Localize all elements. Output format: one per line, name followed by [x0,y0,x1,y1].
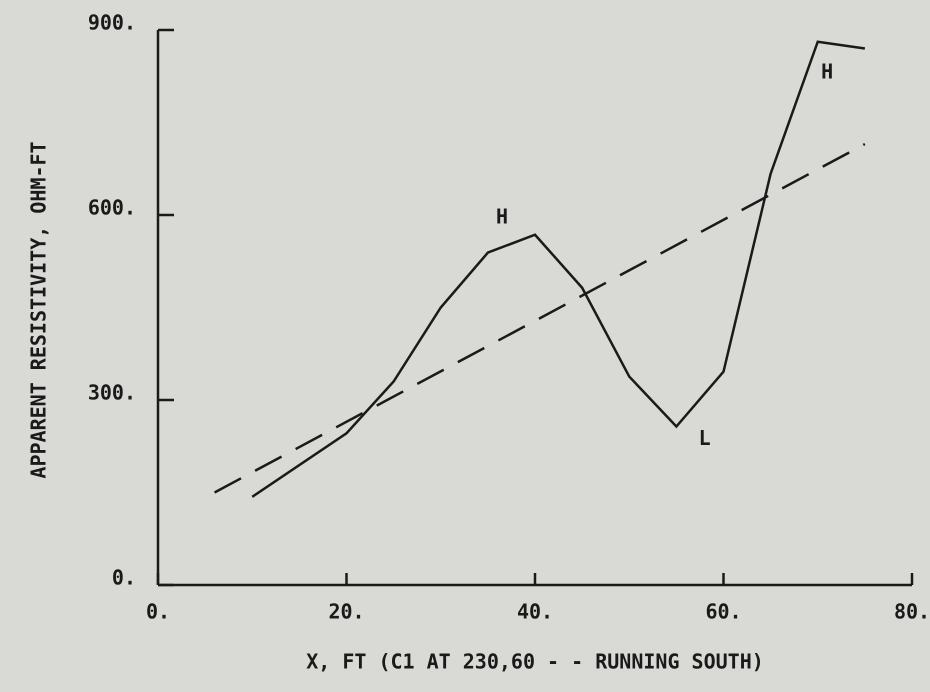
y-tick-label: 600. [88,196,136,220]
y-tick-label: 300. [88,381,136,405]
annotation: H [496,205,508,229]
line [213,142,866,494]
y-axis-label: APPARENT RESISTIVITY, OHM-FT [27,141,51,478]
y-tick-label: 900. [88,11,136,35]
x-tick-label: 80. [894,600,930,624]
y-tick-label: 0. [112,566,136,590]
annotation: L [699,426,711,450]
x-tick-label: 40. [517,600,553,624]
x-tick-label: 20. [328,600,364,624]
x-tick-label: 0. [146,600,170,624]
x-axis-label: X, FT (C1 AT 230,60 - - RUNNING SOUTH) [306,650,764,674]
annotation: H [821,60,833,84]
x-tick-label: 60. [705,600,741,624]
line [251,40,866,498]
